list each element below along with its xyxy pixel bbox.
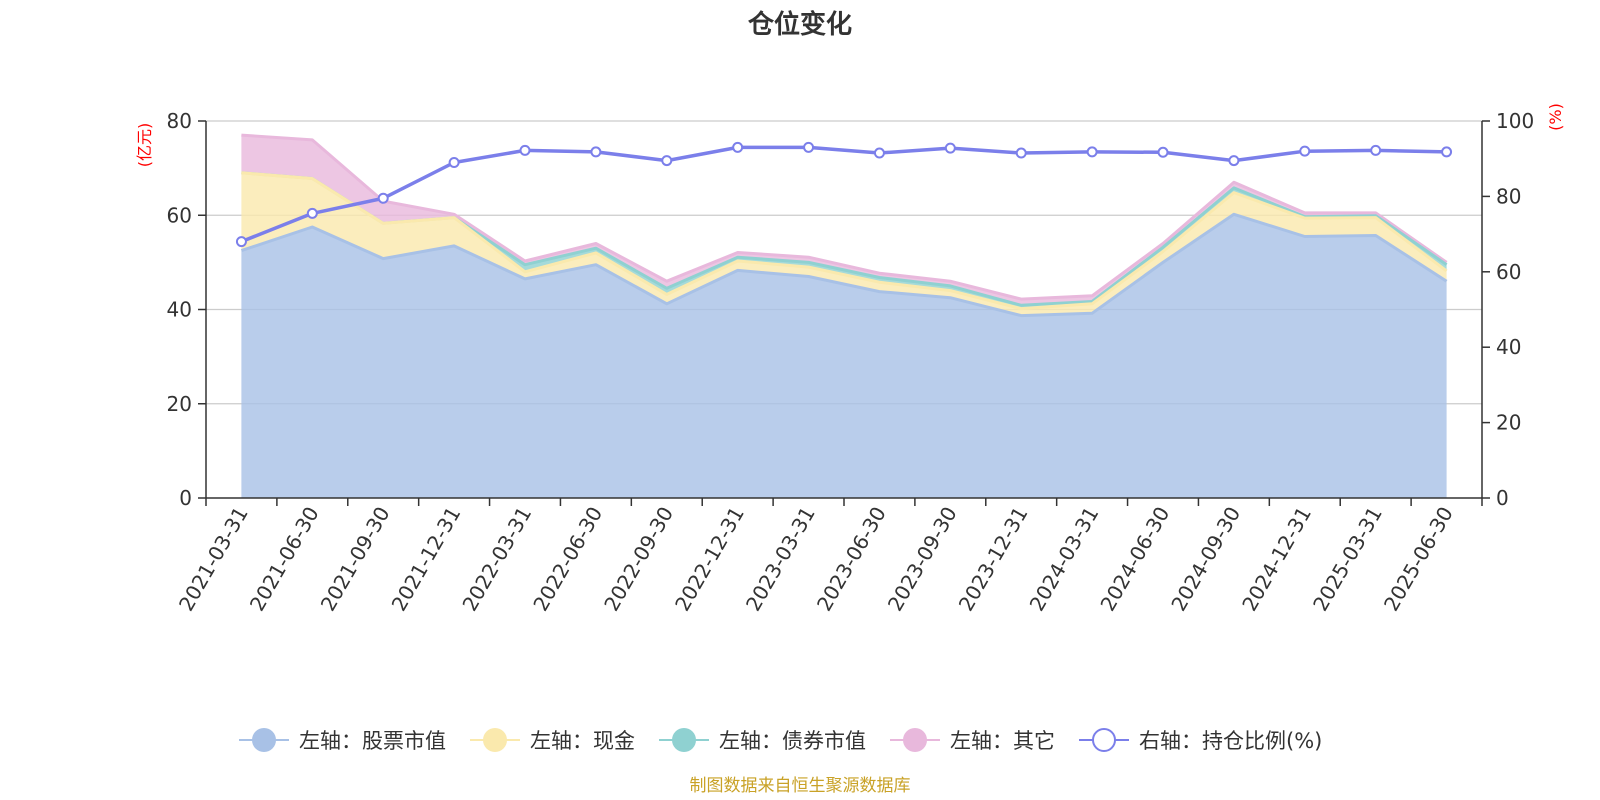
legend-marker [672, 728, 696, 752]
right-tick-label: 0 [1496, 486, 1509, 510]
x-tick-label: 2025-03-31 [1308, 503, 1387, 616]
x-tick-label: 2023-09-30 [883, 502, 962, 615]
left-tick-label: 60 [167, 203, 192, 227]
right-tick-label: 60 [1496, 260, 1521, 284]
ratio-point [235, 236, 247, 248]
area-series [240, 133, 1448, 499]
left-tick-label: 20 [167, 392, 192, 416]
x-tick-label: 2024-06-30 [1095, 503, 1174, 616]
ratio-point [377, 192, 389, 204]
right-tick-label: 100 [1496, 109, 1534, 133]
left-axis-unit: (亿元) [135, 123, 154, 168]
ratio-point [1157, 146, 1169, 158]
ratio-point [448, 156, 460, 168]
ratio-line-series [235, 141, 1453, 248]
legend-label: 左轴：债券市值 [719, 729, 866, 753]
x-tick-label: 2023-06-30 [812, 503, 891, 616]
x-tick-label: 2022-06-30 [528, 503, 607, 616]
x-tick-label: 2022-12-31 [670, 503, 749, 616]
legend-marker [483, 728, 507, 752]
area-series-edge [241, 133, 1448, 301]
legend-marker [252, 728, 276, 752]
area-series-fill [241, 214, 1447, 499]
x-tick-label: 2023-03-31 [741, 503, 820, 616]
left-tick-label: 80 [167, 109, 192, 133]
x-tick-label: 2021-03-31 [174, 503, 253, 616]
x-tick-label: 2021-09-30 [316, 503, 395, 616]
ratio-point [1299, 145, 1311, 157]
left-tick-label: 0 [179, 486, 192, 510]
ratio-point [519, 144, 531, 156]
ratio-point [732, 141, 744, 153]
area-series-edge [240, 212, 1448, 318]
legend-label: 左轴：其它 [950, 729, 1055, 753]
ratio-point [944, 142, 956, 154]
x-tick-label: 2021-12-31 [387, 502, 466, 615]
ratio-point [306, 207, 318, 219]
x-tick-label: 2021-06-30 [245, 503, 324, 616]
right-tick-label: 20 [1496, 411, 1521, 435]
x-tick-label: 2025-06-30 [1379, 503, 1458, 616]
ratio-point [803, 141, 815, 153]
area-series-edge [241, 171, 1448, 311]
legend-label: 右轴：持仓比例(%) [1139, 729, 1322, 753]
ratio-point [661, 155, 673, 167]
ratio-point [1370, 144, 1382, 156]
source-note: 制图数据来自恒生聚源数据库 [690, 776, 911, 796]
ratio-point [1015, 147, 1027, 159]
x-tick-label: 2022-03-31 [457, 503, 536, 616]
legend-label: 左轴：股票市值 [299, 729, 446, 753]
ratio-point [590, 146, 602, 158]
x-tick-label: 2022-09-30 [599, 503, 678, 616]
ratio-point [1228, 155, 1240, 167]
ratio-line [240, 145, 1447, 244]
x-tick-label: 2024-03-31 [1025, 503, 1104, 616]
x-tick-label: 2024-12-31 [1237, 503, 1316, 616]
legend: 左轴：股票市值 左轴：现金 左轴：债券市值 左轴：其它 右轴：持仓比例(%) [239, 728, 1322, 753]
right-axis-unit: (%) [1546, 103, 1565, 131]
ratio-point [1441, 146, 1453, 158]
chart-title: 仓位变化 [747, 9, 852, 40]
right-tick-label: 40 [1496, 335, 1521, 359]
right-tick-label: 80 [1496, 184, 1521, 208]
legend-marker [903, 728, 927, 752]
left-tick-label: 40 [167, 298, 192, 322]
legend-label: 左轴：现金 [530, 729, 635, 753]
x-tick-label: 2023-12-31 [954, 503, 1033, 616]
ratio-point [873, 147, 885, 159]
area-series-fill [241, 172, 1447, 316]
x-tick-label: 2024-09-30 [1166, 503, 1245, 616]
legend-marker [1092, 728, 1116, 752]
ratio-point [1086, 146, 1098, 158]
